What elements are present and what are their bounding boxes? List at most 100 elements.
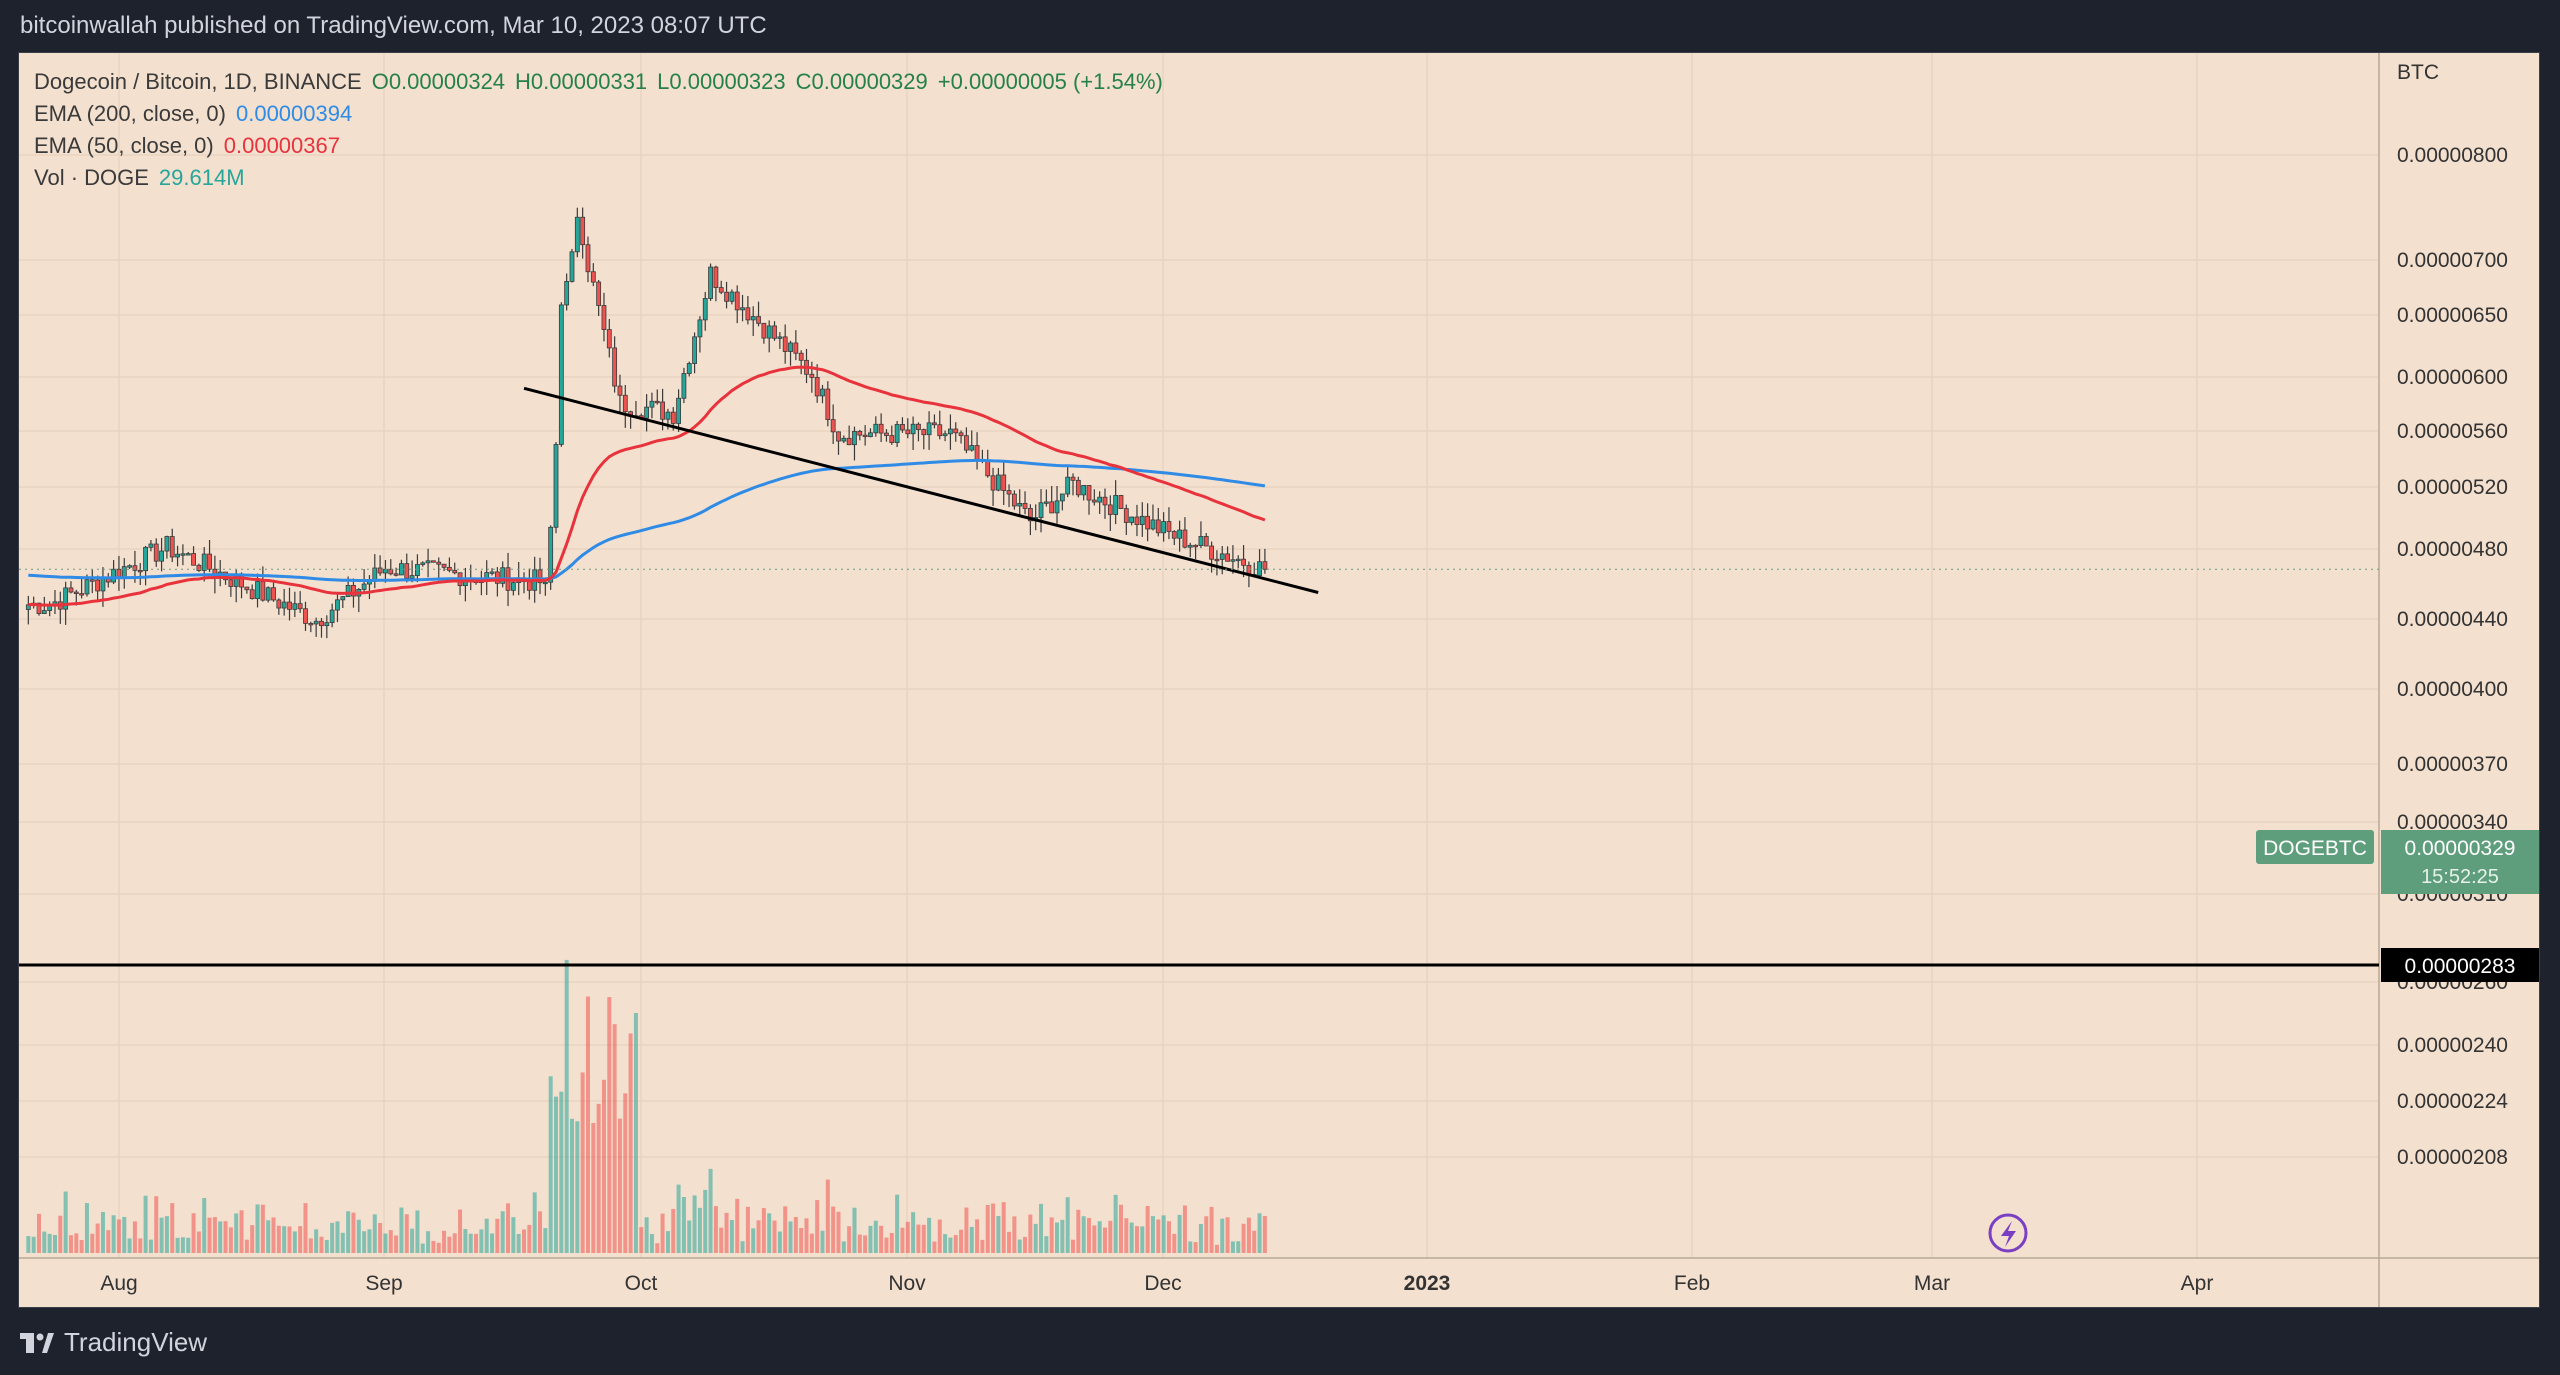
candle-body bbox=[894, 424, 900, 443]
candle-body bbox=[292, 603, 298, 610]
volume-bar bbox=[42, 1231, 47, 1253]
volume-bar bbox=[1087, 1217, 1091, 1253]
candle-body bbox=[830, 419, 836, 433]
candle-body bbox=[377, 567, 383, 574]
volume-bar bbox=[969, 1226, 974, 1253]
candle-body bbox=[1091, 499, 1097, 503]
price-tick-label: 0.00000370 bbox=[2397, 753, 2508, 776]
volume-bar bbox=[633, 1013, 638, 1253]
candle-body bbox=[297, 603, 303, 610]
volume-bar bbox=[895, 1194, 900, 1253]
volume-bar bbox=[63, 1191, 68, 1253]
candle-body bbox=[319, 620, 324, 627]
candle-body bbox=[750, 316, 756, 321]
candle-body bbox=[148, 543, 154, 548]
candle-body bbox=[862, 434, 868, 438]
volume-bar bbox=[548, 1076, 553, 1253]
candle-body bbox=[201, 553, 207, 571]
candle-body bbox=[281, 601, 287, 609]
volume-bar bbox=[751, 1228, 756, 1253]
legend-volume-value: 29.614M bbox=[158, 165, 245, 190]
candle-body bbox=[564, 281, 570, 306]
candle-body bbox=[1177, 529, 1183, 539]
volume-bar bbox=[644, 1217, 649, 1253]
candle-body bbox=[697, 319, 703, 338]
volume-bar bbox=[943, 1234, 948, 1253]
support-price-tag: 0.00000283 bbox=[2381, 948, 2539, 982]
volume-bar bbox=[1055, 1222, 1060, 1253]
price-tick-label: 0.00000208 bbox=[2397, 1146, 2508, 1169]
candle-body bbox=[1235, 558, 1241, 562]
volume-bar bbox=[1161, 1215, 1166, 1253]
candle-body bbox=[1070, 476, 1076, 481]
volume-bar bbox=[1129, 1222, 1134, 1253]
volume-bar bbox=[905, 1221, 910, 1253]
volume-bar bbox=[1044, 1236, 1049, 1253]
volume-bar bbox=[180, 1237, 185, 1253]
volume-bar bbox=[1065, 1197, 1070, 1253]
volume-bar bbox=[697, 1207, 702, 1253]
candle-body bbox=[1198, 536, 1204, 546]
volume-bar bbox=[36, 1213, 41, 1253]
candle-body bbox=[351, 584, 356, 597]
volume-bar bbox=[649, 1234, 654, 1253]
candle-body bbox=[569, 251, 575, 282]
candle-body bbox=[995, 474, 1001, 491]
volume-bar bbox=[324, 1239, 329, 1253]
tradingview-logo[interactable]: TradingView bbox=[20, 1327, 207, 1358]
candle-body bbox=[1043, 501, 1049, 504]
candle-body bbox=[1134, 516, 1140, 525]
volume-bar bbox=[516, 1233, 521, 1253]
legend-volume-row[interactable]: Vol · DOGE 29.614M bbox=[34, 162, 1163, 194]
volume-bar bbox=[596, 1103, 601, 1253]
volume-bar bbox=[815, 1200, 820, 1253]
candle-body bbox=[745, 307, 751, 321]
candle-body bbox=[606, 329, 612, 349]
ema-50-line bbox=[28, 365, 1266, 607]
candle-body bbox=[1011, 493, 1017, 507]
candle-body bbox=[841, 437, 847, 442]
candle-body bbox=[878, 423, 884, 434]
volume-bar bbox=[761, 1208, 766, 1253]
volume-bar bbox=[143, 1195, 148, 1253]
candle-body bbox=[489, 571, 495, 574]
volume-bar bbox=[1182, 1205, 1187, 1253]
volume-bar bbox=[90, 1233, 95, 1253]
candle-body bbox=[452, 569, 458, 574]
candle-body bbox=[335, 599, 340, 611]
chart-area[interactable]: 0.00000800 0.00000700 0.00000650 0.00000600… bbox=[18, 52, 2540, 1308]
legend-ema200-value: 0.00000394 bbox=[235, 101, 353, 126]
candle-body bbox=[724, 291, 729, 302]
legend-close: C0.00000329 bbox=[795, 69, 928, 94]
candle-body bbox=[345, 584, 351, 597]
candle-body bbox=[889, 435, 895, 443]
last-price-text: 0.00000329 bbox=[2405, 837, 2516, 860]
volume-bar bbox=[282, 1226, 287, 1253]
time-tick-label: Apr bbox=[2181, 1272, 2214, 1295]
lightning-icon[interactable] bbox=[1988, 1213, 2028, 1253]
candle-body bbox=[644, 406, 650, 419]
time-tick-label: Nov bbox=[888, 1272, 926, 1295]
volume-bar bbox=[1134, 1226, 1139, 1253]
volume-bars bbox=[26, 959, 1267, 1253]
volume-bar bbox=[1220, 1218, 1225, 1253]
legend-ema200-row[interactable]: EMA (200, close, 0) 0.00000394 bbox=[34, 98, 1163, 130]
volume-bar bbox=[132, 1221, 137, 1253]
price-tick-label: 0.00000700 bbox=[2397, 249, 2508, 272]
legend-low: L0.00000323 bbox=[657, 69, 786, 94]
volume-bar bbox=[1028, 1214, 1033, 1253]
volume-bar bbox=[729, 1219, 734, 1253]
volume-bar bbox=[68, 1235, 73, 1253]
volume-bar bbox=[724, 1212, 729, 1253]
volume-bar bbox=[777, 1231, 782, 1253]
candle-body bbox=[79, 593, 85, 596]
candle-body bbox=[1219, 553, 1225, 560]
volume-bar bbox=[138, 1238, 143, 1253]
volume-bar bbox=[825, 1179, 830, 1253]
volume-bar bbox=[1145, 1205, 1150, 1253]
price-chart[interactable]: 0.00000800 0.00000700 0.00000650 0.00000600… bbox=[19, 53, 2540, 1308]
volume-bar bbox=[468, 1233, 473, 1253]
price-axis-unit: BTC bbox=[2397, 61, 2439, 84]
legend-ema50-row[interactable]: EMA (50, close, 0) 0.00000367 bbox=[34, 130, 1163, 162]
volume-bar bbox=[783, 1206, 788, 1253]
